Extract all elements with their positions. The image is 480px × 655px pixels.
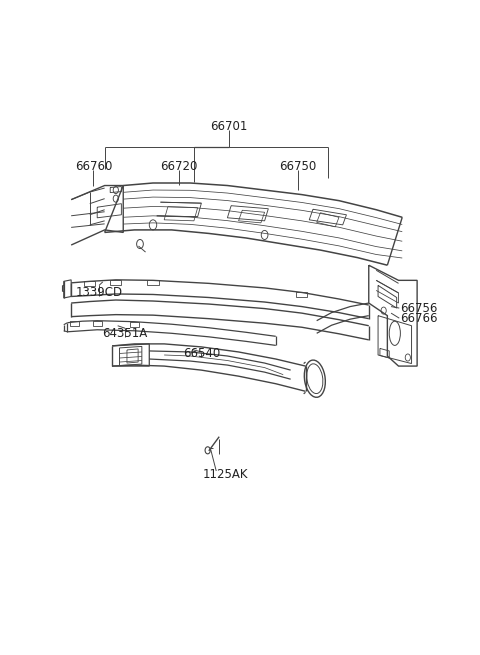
Text: 64351A: 64351A — [102, 327, 148, 340]
Text: 66760: 66760 — [75, 160, 112, 174]
Text: 66766: 66766 — [400, 312, 438, 325]
Text: 1125AK: 1125AK — [203, 468, 248, 481]
Text: 66756: 66756 — [400, 301, 438, 314]
Text: 66720: 66720 — [160, 160, 198, 174]
Text: 66750: 66750 — [279, 160, 317, 174]
Text: 66540: 66540 — [183, 347, 220, 360]
Text: 1339CD: 1339CD — [75, 286, 122, 299]
Text: 66701: 66701 — [211, 120, 248, 133]
